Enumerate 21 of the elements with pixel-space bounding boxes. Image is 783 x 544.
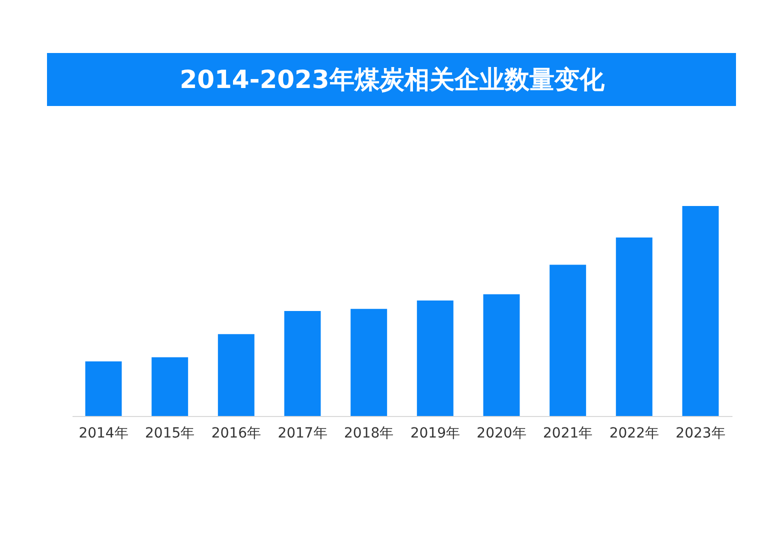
x-tick-label: 2019年 (410, 426, 460, 442)
x-tick-label: 2016年 (211, 426, 261, 442)
bar (550, 264, 586, 416)
bar (152, 357, 188, 416)
bar (218, 334, 254, 416)
bar (350, 308, 388, 416)
x-tick-label: 2021年 (543, 426, 593, 442)
chart-title: 2014-2023年煤炭相关企业数量变化 (180, 65, 606, 94)
bar (682, 206, 719, 416)
x-tick-label: 2023年 (676, 426, 726, 442)
x-tick-label: 2017年 (278, 426, 328, 442)
bar (483, 294, 520, 416)
x-tick-label: 2014年 (78, 426, 128, 442)
x-tick-label: 2018年 (344, 426, 394, 442)
bar (85, 361, 122, 416)
bar (284, 311, 321, 416)
x-tick-label: 2015年 (145, 426, 195, 442)
x-tick-label: 2022年 (609, 426, 659, 442)
x-tick-label: 2020年 (476, 426, 526, 442)
bar (616, 238, 652, 416)
bar (416, 300, 454, 416)
